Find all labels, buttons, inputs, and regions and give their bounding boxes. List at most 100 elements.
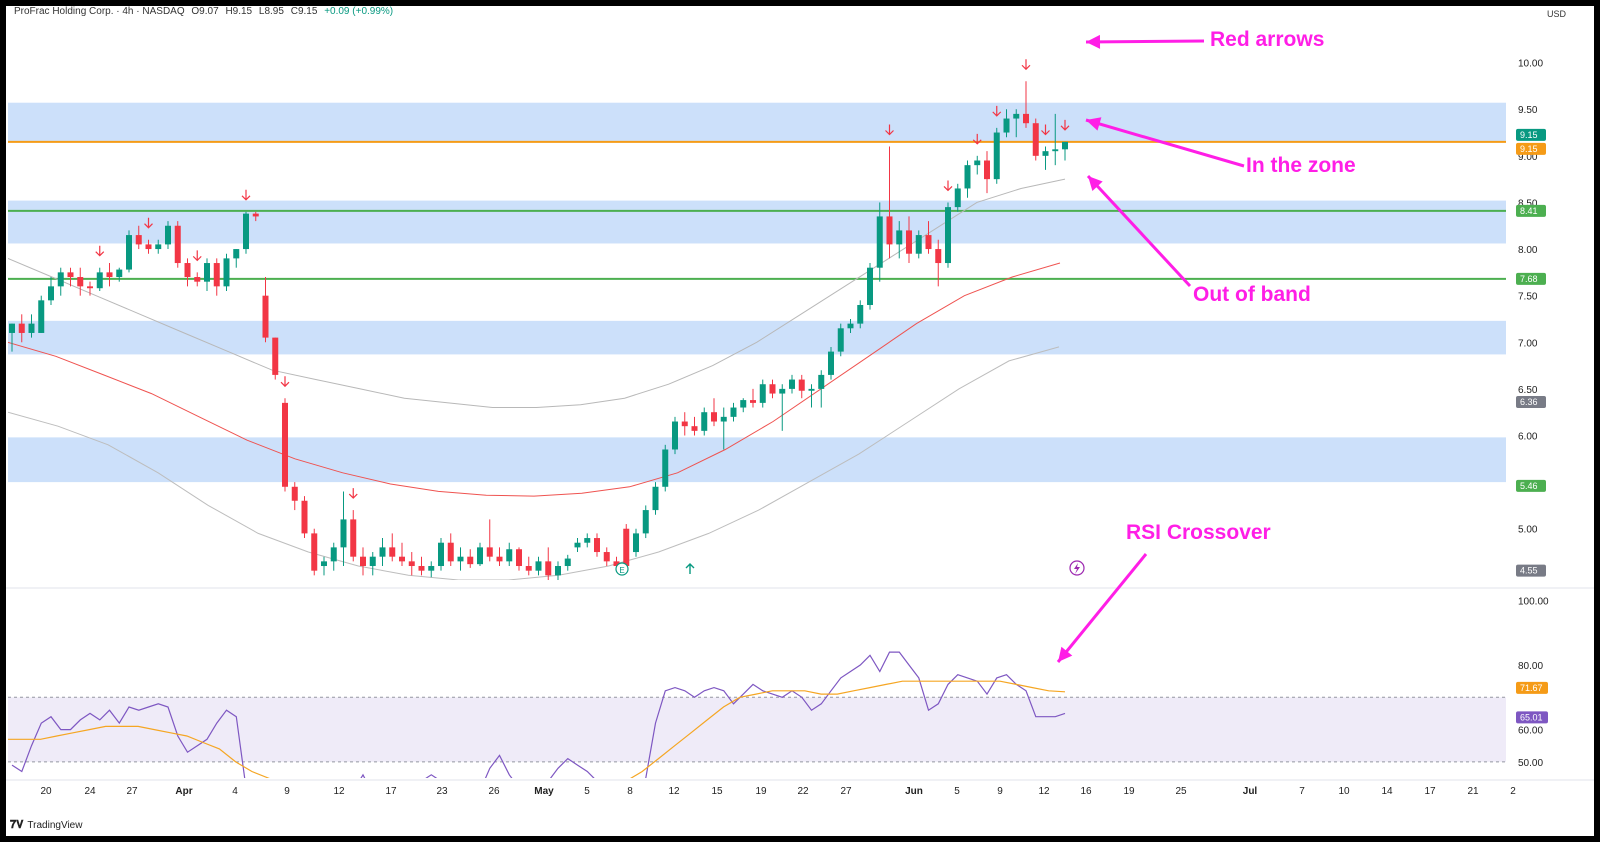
- chart-canvas[interactable]: E 10.00 9.50 9.00 8.50 8.00 7.50 7.00 6.50 6.00 5.…: [6, 6, 1594, 836]
- red-arrows-pointer-icon: [1085, 34, 1205, 49]
- candle-body: [691, 426, 698, 431]
- candle-body: [457, 556, 464, 562]
- candle-body: [818, 374, 825, 389]
- support-resistance-zone-2: [8, 320, 1506, 355]
- support-resistance-zone-3: [8, 437, 1506, 483]
- time-axis-tick: May: [534, 786, 554, 797]
- candle-body: [330, 547, 337, 562]
- candle-body: [321, 561, 327, 567]
- candle-body: [223, 258, 230, 287]
- earnings-marker-icon: E: [615, 562, 629, 576]
- candle-body: [116, 269, 123, 278]
- candle-body: [87, 286, 93, 289]
- price-axis-tick: 6.50: [1518, 385, 1538, 396]
- candle-body: [652, 486, 659, 511]
- candle-body: [1013, 113, 1020, 119]
- time-axis-tick: 8: [627, 786, 633, 797]
- price-tag-bg: [1516, 272, 1546, 285]
- earnings-marker-circle: [615, 562, 629, 576]
- currency-label[interactable]: USD: [1546, 9, 1566, 19]
- candle-body: [369, 556, 376, 567]
- annotation-red-arrows: Red arrows: [1210, 28, 1325, 51]
- candle-body: [135, 235, 142, 245]
- candle-body: [1032, 123, 1039, 156]
- moving-average-2-line-group: [8, 262, 1061, 497]
- price-axis-tick: 8.00: [1518, 245, 1538, 256]
- rsi-band-fill: [8, 697, 1506, 762]
- price-axis-tick: 9.00: [1518, 152, 1538, 163]
- time-axis-tick: 21: [1467, 786, 1479, 797]
- rsi-crossover-pointer-icon: [1056, 553, 1148, 663]
- tradingview-logo[interactable]: 𝟕𝐕 TradingView: [10, 819, 82, 832]
- price-tag-label: 9.15: [1520, 130, 1538, 140]
- candle-body: [399, 556, 405, 562]
- candle-body: [525, 566, 532, 571]
- candle-body: [545, 561, 552, 576]
- candle-body: [428, 566, 435, 571]
- time-axis-tick: 14: [1381, 786, 1393, 797]
- price-axis-tick: 10.00: [1518, 59, 1543, 70]
- support-resistance-zone-0: [8, 102, 1506, 142]
- price-tag-bg: [1516, 479, 1546, 492]
- time-axis-tick: 16: [1080, 786, 1092, 797]
- candle-body: [603, 552, 610, 562]
- red-sell-arrow-icon: [280, 376, 290, 388]
- price-axis-tick: 7.50: [1518, 292, 1538, 303]
- time-axis-tick: 23: [436, 786, 448, 797]
- candle-body: [720, 416, 727, 422]
- time-axis-tick: 15: [711, 786, 723, 797]
- in-zone-pointer-icon: [1085, 117, 1245, 168]
- candle-body: [857, 304, 864, 324]
- candle-body: [876, 216, 883, 268]
- candle-body: [467, 556, 474, 565]
- price-tag-bg: [1516, 204, 1546, 217]
- time-axis-tick: 19: [1123, 786, 1135, 797]
- red-sell-arrow-icon: [1060, 119, 1070, 131]
- candle-body: [672, 421, 678, 450]
- candle-body: [418, 566, 425, 571]
- rsi-tag-label: 71.67: [1520, 683, 1543, 693]
- time-axis-tick: 12: [668, 786, 680, 797]
- candle-body: [1023, 113, 1029, 124]
- symbol-title: ProFrac Holding Corp. · 4h · NASDAQ: [14, 6, 185, 17]
- high-value: H9.15: [225, 6, 253, 17]
- candle-body: [808, 388, 815, 391]
- candle-body: [711, 412, 717, 422]
- candle-body: [896, 230, 903, 245]
- candle-body: [340, 519, 347, 548]
- candle-body: [759, 384, 766, 403]
- open-value: O9.07: [191, 6, 219, 17]
- rsi-axis-tick: 100.00: [1518, 596, 1549, 607]
- candle-body: [272, 337, 279, 375]
- candle-body: [38, 300, 45, 333]
- flash-bolt-icon: [1074, 563, 1080, 574]
- candle-body: [1042, 151, 1049, 156]
- close-value: C9.15: [290, 6, 318, 17]
- chart-frame: E 10.00 9.50 9.00 8.50 8.00 7.50 7.00 6.50 6.00 5.…: [6, 6, 1594, 836]
- price-axis-tick: 7.00: [1518, 338, 1538, 349]
- candle-body: [574, 542, 581, 548]
- annotation-out-of-band: Out of band: [1193, 283, 1311, 306]
- support-resistance-zone-1: [8, 200, 1506, 244]
- price-tag-label: 8.41: [1520, 206, 1538, 216]
- candle-body: [496, 556, 503, 562]
- time-axis-tick: 2: [1510, 786, 1516, 797]
- candle-body: [984, 160, 990, 180]
- candle-body: [789, 379, 795, 389]
- candle-body: [252, 213, 259, 217]
- candle-body: [96, 272, 103, 289]
- price-axis-tick: 6.00: [1518, 432, 1538, 443]
- time-axis-tick: 17: [385, 786, 397, 797]
- price-tag-bg: [1516, 395, 1546, 408]
- candle-body: [408, 561, 415, 567]
- time-axis-tick: 5: [954, 786, 960, 797]
- candle-body: [165, 225, 171, 245]
- earnings-marker-letter: E: [619, 566, 624, 575]
- time-axis-tick: Jul: [1243, 786, 1258, 797]
- candle-body: [925, 235, 932, 250]
- candle-body: [886, 216, 893, 245]
- candle-body: [28, 323, 35, 333]
- candle-body: [262, 295, 269, 338]
- candle-body: [155, 244, 162, 250]
- candle-body: [301, 500, 308, 534]
